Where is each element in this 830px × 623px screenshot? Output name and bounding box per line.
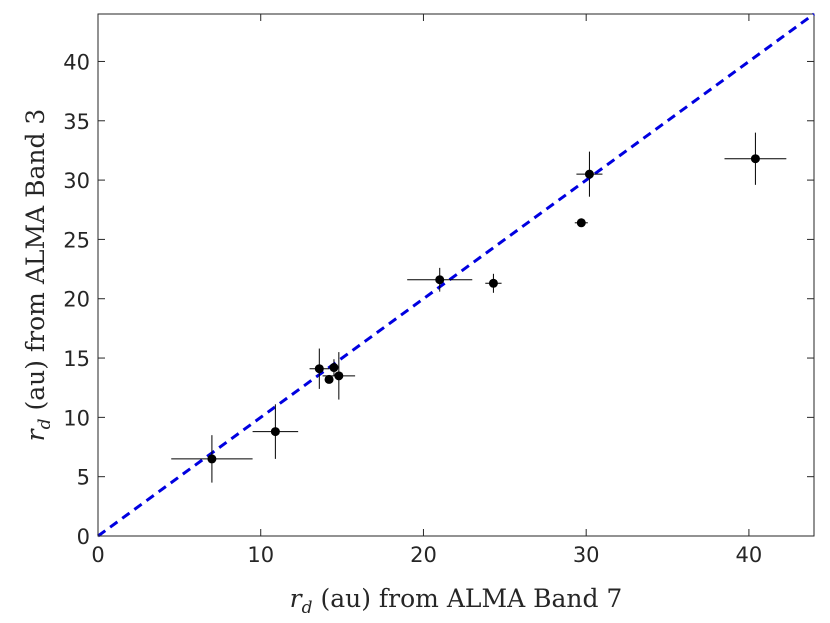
y-tick-label: 40 [63, 50, 90, 74]
y-tick-label: 5 [77, 466, 90, 490]
x-tick-label: 20 [410, 543, 437, 567]
y-tick-label: 35 [63, 110, 90, 134]
data-point [407, 267, 473, 292]
y-tick-label: 25 [63, 228, 90, 252]
ticks-layer: 0 10 20 30 40 0 5 10 15 20 25 30 35 40 [63, 14, 814, 567]
data-point [724, 132, 787, 185]
data-point [171, 435, 253, 483]
point-marker [584, 169, 594, 179]
point-marker [576, 218, 586, 228]
data-point [309, 348, 330, 389]
point-marker [334, 371, 344, 381]
x-tick-label: 30 [573, 543, 600, 567]
data-point [252, 404, 299, 459]
data-point [574, 218, 588, 228]
point-marker [314, 364, 324, 374]
point-marker [488, 278, 498, 288]
y-tick-label: 20 [63, 288, 90, 312]
x-axis-title: rd (au) from ALMA Band 7 [290, 584, 623, 618]
point-marker [270, 427, 280, 437]
point-marker [435, 275, 445, 285]
point-marker [207, 454, 217, 464]
x-tick-label: 10 [247, 543, 274, 567]
point-marker [324, 374, 334, 384]
y-axis-title: rd (au) from ALMA Band 3 [21, 109, 55, 442]
reference-line-layer [97, 12, 815, 538]
y-tick-label: 10 [63, 406, 90, 430]
y-tick-label: 0 [77, 525, 90, 549]
point-marker [750, 154, 760, 164]
x-tick-label: 40 [736, 543, 763, 567]
y-tick-label: 30 [63, 169, 90, 193]
data-point [576, 151, 603, 197]
point-marker [329, 363, 339, 373]
y-tick-label: 15 [63, 347, 90, 371]
x-tick-label: 0 [91, 543, 104, 567]
reference-line-y-equals-x [97, 12, 815, 538]
data-point [324, 374, 334, 384]
data-point [329, 359, 339, 376]
data-point [485, 273, 502, 293]
data-points-layer [171, 132, 787, 483]
data-point [322, 352, 356, 400]
